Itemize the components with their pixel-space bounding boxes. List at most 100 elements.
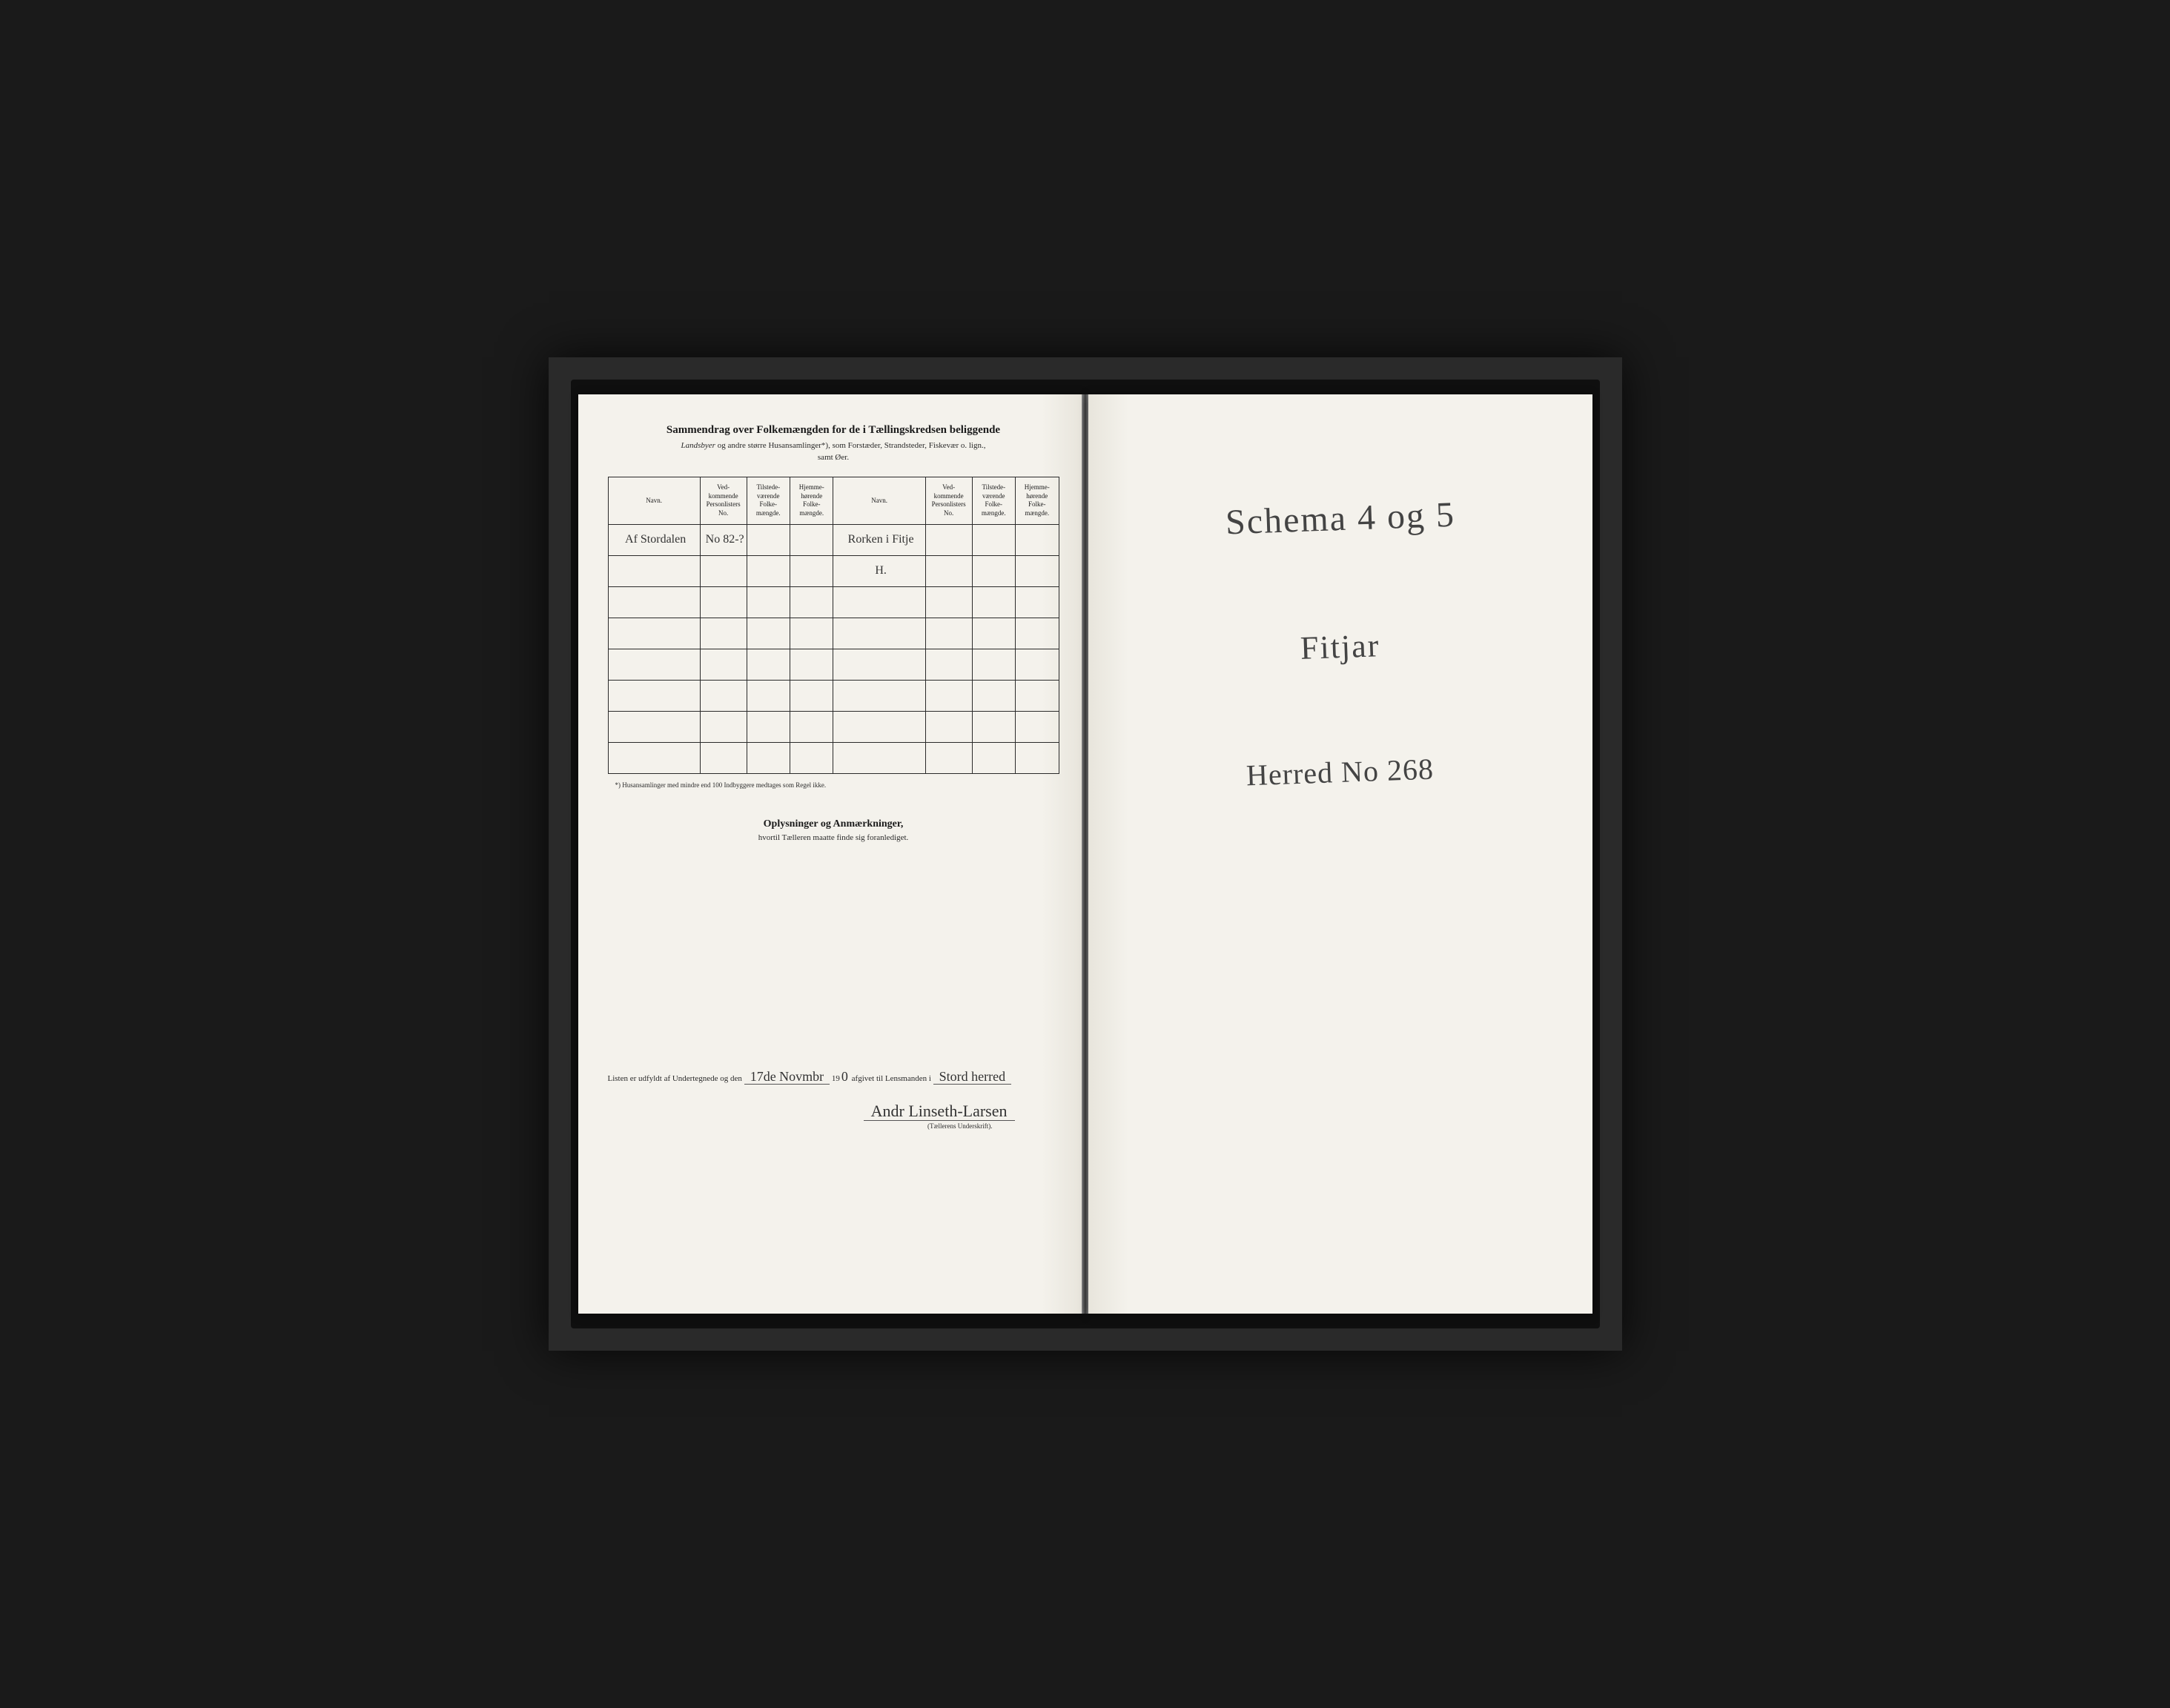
cell: [790, 524, 833, 555]
cell: Af Stordalen: [608, 524, 700, 555]
cell: [833, 586, 925, 618]
cell: [972, 618, 1015, 649]
th-navn-2: Navn.: [833, 477, 925, 525]
th-personlister-1: Ved- kommende Personlisters No.: [700, 477, 747, 525]
book-spine: [1082, 394, 1088, 1314]
cell: [925, 618, 972, 649]
cell: [925, 742, 972, 773]
cell: H.: [833, 555, 925, 586]
cell: [608, 742, 700, 773]
cell: [700, 680, 747, 711]
cell: [700, 555, 747, 586]
attestation-mid: 19: [832, 1074, 840, 1083]
cell: [1016, 618, 1059, 649]
attestation-year: 0: [840, 1069, 850, 1084]
cell: [925, 711, 972, 742]
cell: [1016, 555, 1059, 586]
cell: [608, 555, 700, 586]
cell: [608, 586, 700, 618]
cell: [925, 586, 972, 618]
signature-line: Andr Linseth-Larsen: [608, 1102, 1059, 1121]
cell: [700, 586, 747, 618]
cell: [833, 649, 925, 680]
right-page: Schema 4 og 5 Fitjar Herred No 268: [1088, 394, 1592, 1314]
th-tilstede-1: Tilstede- værende Folke- mængde.: [747, 477, 790, 525]
cell: [747, 649, 790, 680]
cell: [833, 680, 925, 711]
subtitle-line1: Landsbyer og andre større Husansamlinger…: [608, 441, 1059, 450]
th-hjemme-1: Hjemme- hørende Folke- mængde.: [790, 477, 833, 525]
cell: [972, 680, 1015, 711]
th-hjemme-2: Hjemme- hørende Folke- mængde.: [1016, 477, 1059, 525]
cell: [700, 711, 747, 742]
cell: [833, 711, 925, 742]
cell: [1016, 524, 1059, 555]
table-footnote: *) Husansamlinger med mindre end 100 Ind…: [615, 781, 1059, 789]
cell: [790, 555, 833, 586]
subtitle-italic: Landsbyer: [681, 441, 715, 450]
table-row: [608, 586, 1059, 618]
th-navn-1: Navn.: [608, 477, 700, 525]
attestation-place: Stord herred: [933, 1069, 1011, 1085]
cell: [833, 618, 925, 649]
left-page: Sammendrag over Folkemængden for de i Tæ…: [578, 394, 1082, 1314]
cell: [972, 711, 1015, 742]
cell: [1016, 742, 1059, 773]
cell: [790, 742, 833, 773]
remarks-heading: Oplysninger og Anmærkninger,: [608, 818, 1059, 830]
table-row: [608, 649, 1059, 680]
cell: [700, 618, 747, 649]
cell: [790, 711, 833, 742]
cell: [790, 586, 833, 618]
cell: [1016, 711, 1059, 742]
cell: [1016, 680, 1059, 711]
cell: [747, 555, 790, 586]
subtitle-rest: og andre større Husansamlinger*), som Fo…: [715, 441, 986, 450]
cover-line-2: Fitjar: [1300, 626, 1380, 667]
open-book: Sammendrag over Folkemængden for de i Tæ…: [571, 380, 1600, 1328]
th-personlister-2: Ved- kommende Personlisters No.: [925, 477, 972, 525]
cell: [925, 680, 972, 711]
signature-label: (Tællerens Underskrift).: [608, 1122, 1059, 1130]
signature: Andr Linseth-Larsen: [864, 1102, 1015, 1121]
table-row: Af Stordalen No 82-? Rorken i Fitje: [608, 524, 1059, 555]
cover-line-1: Schema 4 og 5: [1225, 494, 1456, 543]
table-row: H.: [608, 555, 1059, 586]
cell: [747, 711, 790, 742]
cell: [608, 711, 700, 742]
attestation-line: Listen er udfyldt af Undertegnede og den…: [608, 1065, 1059, 1088]
cell: No 82-?: [700, 524, 747, 555]
cell: [608, 618, 700, 649]
cell: [833, 742, 925, 773]
table-row: [608, 618, 1059, 649]
cell: [747, 586, 790, 618]
cell: [700, 742, 747, 773]
census-table: Navn. Ved- kommende Personlisters No. Ti…: [608, 477, 1059, 774]
cell: [747, 524, 790, 555]
cell: [747, 618, 790, 649]
attestation-mid2: afgivet til Lensmanden i: [852, 1074, 933, 1083]
scan-frame: Sammendrag over Folkemængden for de i Tæ…: [549, 357, 1622, 1351]
cell: [925, 649, 972, 680]
table-body: Af Stordalen No 82-? Rorken i Fitje H.: [608, 524, 1059, 773]
cell: [972, 524, 1015, 555]
cell: [972, 742, 1015, 773]
subtitle-line2: samt Øer.: [608, 453, 1059, 462]
cell: [972, 555, 1015, 586]
table-row: [608, 742, 1059, 773]
table-row: [608, 711, 1059, 742]
table-row: [608, 680, 1059, 711]
cell: [790, 618, 833, 649]
cell: Rorken i Fitje: [833, 524, 925, 555]
cell: [700, 649, 747, 680]
cell: [925, 555, 972, 586]
cell: [1016, 649, 1059, 680]
attestation-date: 17de Novmbr: [744, 1069, 830, 1085]
cell: [972, 649, 1015, 680]
th-tilstede-2: Tilstede- værende Folke- mængde.: [972, 477, 1015, 525]
cell: [1016, 586, 1059, 618]
cell: [747, 680, 790, 711]
cell: [747, 742, 790, 773]
cell: [790, 680, 833, 711]
page-title: Sammendrag over Folkemængden for de i Tæ…: [608, 424, 1059, 437]
